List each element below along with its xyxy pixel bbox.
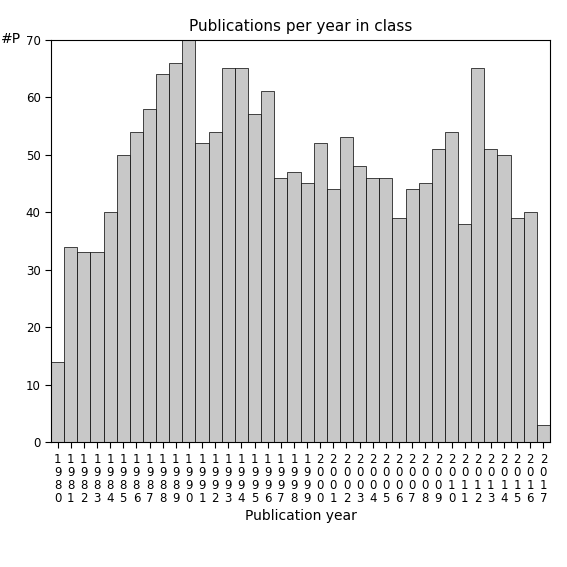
Bar [235, 69, 248, 442]
Bar [353, 166, 366, 442]
Bar [314, 143, 327, 442]
Bar [104, 212, 117, 442]
Bar [287, 172, 301, 442]
X-axis label: Publication year: Publication year [244, 509, 357, 523]
Bar [156, 74, 169, 442]
Bar [379, 177, 392, 442]
Bar [222, 69, 235, 442]
Bar [183, 40, 196, 442]
Bar [392, 218, 405, 442]
Bar [537, 425, 550, 442]
Y-axis label: #P: #P [1, 32, 21, 45]
Bar [143, 109, 156, 442]
Bar [117, 155, 130, 442]
Bar [90, 252, 104, 442]
Bar [405, 189, 418, 442]
Bar [51, 362, 64, 442]
Bar [471, 69, 484, 442]
Bar [511, 218, 524, 442]
Bar [524, 212, 537, 442]
Bar [274, 177, 287, 442]
Bar [340, 137, 353, 442]
Bar [209, 132, 222, 442]
Bar [484, 149, 497, 442]
Bar [366, 177, 379, 442]
Bar [261, 91, 274, 442]
Bar [497, 155, 511, 442]
Bar [77, 252, 90, 442]
Bar [458, 224, 471, 442]
Bar [64, 247, 77, 442]
Bar [432, 149, 445, 442]
Bar [248, 115, 261, 442]
Title: Publications per year in class: Publications per year in class [189, 19, 412, 35]
Bar [196, 143, 209, 442]
Bar [418, 184, 432, 442]
Bar [327, 189, 340, 442]
Bar [445, 132, 458, 442]
Bar [130, 132, 143, 442]
Bar [169, 63, 183, 442]
Bar [301, 184, 314, 442]
